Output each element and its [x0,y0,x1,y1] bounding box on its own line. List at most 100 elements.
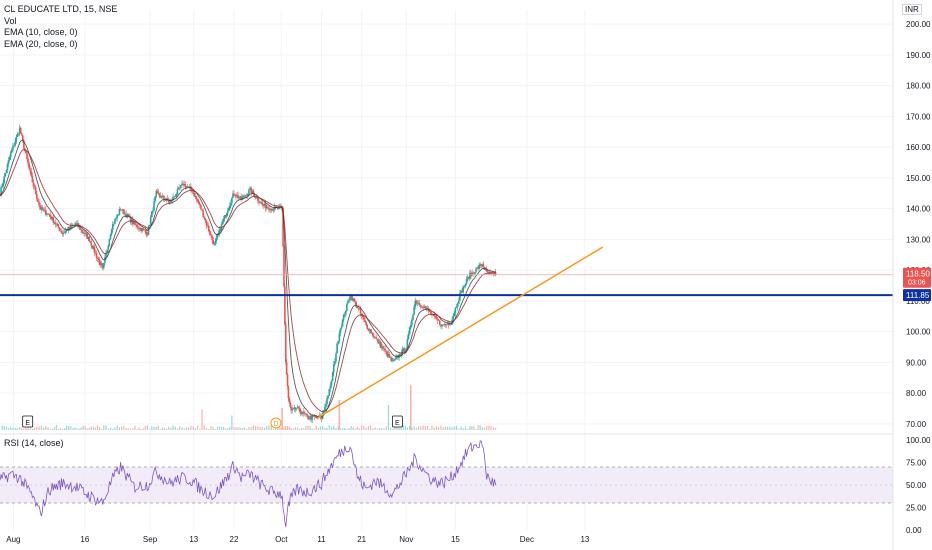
candle-body [232,193,234,198]
dividend-marker: D [273,421,278,428]
volume-bar [367,426,369,430]
candle-body [444,324,447,326]
candle-body [295,408,298,410]
candle-body [125,213,127,218]
rsi-line [0,440,496,527]
volume-bar [174,426,176,430]
candle-body [359,309,362,314]
indicator-volume[interactable]: Vol [4,15,17,26]
candle-body [14,141,16,146]
candle-body [151,211,153,218]
candle-body [475,268,477,273]
volume-bar [12,427,14,430]
indicator-ema-20[interactable]: EMA (20, close, 0) [4,38,78,49]
candle-body [271,208,274,211]
candle-body [1,186,3,188]
candle-body [331,372,334,381]
candle-body [346,303,348,311]
candle-body [304,413,306,415]
candle-body [215,237,218,242]
volume-bar [259,427,261,430]
candle-body [86,233,89,239]
symbol-title[interactable]: CL EDUCATE LTD, 15, NSE [4,4,118,14]
volume-bar [422,425,424,430]
candle-body [482,264,485,268]
price-axis-tick: 110.00 [906,297,930,306]
volume-bar [176,428,179,430]
candle-body [440,324,442,327]
candle-body [167,200,170,203]
rsi-title[interactable]: RSI (14, close) [4,438,64,448]
volume-bar [477,425,479,430]
volume-bar [404,425,406,430]
candle-body [209,231,211,235]
candle-body [30,171,33,176]
candle-body [263,203,266,206]
volume-bar [309,426,311,430]
candle-body [408,327,411,334]
candle-body [85,233,88,234]
candle-body [152,210,154,212]
volume-bar [335,427,337,430]
candle-body [389,357,392,359]
price-axis-tick: 200.00 [906,20,931,29]
candle-body [325,403,327,407]
candle-body [481,264,484,266]
candle-body [79,226,81,230]
candle-body [17,133,20,135]
candle-body [453,313,456,317]
time-axis-tick: Sep [143,535,158,544]
candle-body [393,359,395,361]
candle-body [19,127,22,134]
candle-body [20,133,23,136]
candle-body [51,217,54,220]
volume-bar [292,428,294,430]
volume-bar [185,427,188,430]
candle-body [128,216,131,218]
rsi-axis-tick: 75.00 [906,459,927,468]
candle-body [147,226,150,236]
candle-body [299,411,302,414]
volume-bar [161,427,164,430]
candle-body [373,335,375,338]
volume-bar [372,428,374,430]
candle-body [132,219,134,225]
price-grid [0,10,893,530]
volume-bar [220,426,223,430]
candle-body [52,217,55,223]
candle-body [252,190,255,194]
candle-body [199,203,201,206]
candle-body [298,407,301,412]
volume-bar [431,425,433,430]
rsi-panel [0,433,893,527]
candle-body [34,187,37,195]
price-axis-tick: 70.00 [906,420,927,429]
currency-badge[interactable]: INR [902,4,922,15]
volume-bar [402,425,404,430]
volume-bar [144,425,146,430]
candle-body [4,173,7,177]
candle-body [251,190,254,194]
indicator-ema-10[interactable]: EMA (10, close, 0) [4,27,78,37]
candle-body [127,214,130,217]
candle-body [91,245,94,249]
candle-body [42,209,45,211]
candle-body [441,324,443,327]
volume-bar [341,428,344,430]
candle-body [463,286,466,287]
candle-body [338,333,341,341]
candle-body [302,411,304,414]
candle-body [313,416,316,418]
volume-bar [435,426,438,430]
volume-bar [326,427,328,430]
volume-bar [424,425,426,430]
candle-body [347,301,349,304]
volume-bar [458,428,460,430]
volume-bar [453,426,455,430]
volume-bar [3,425,5,430]
rsi-axis-tick: 100.00 [906,436,931,445]
earnings-marker: E [25,420,30,427]
volume-bar [237,427,239,430]
candle-body [366,324,369,329]
